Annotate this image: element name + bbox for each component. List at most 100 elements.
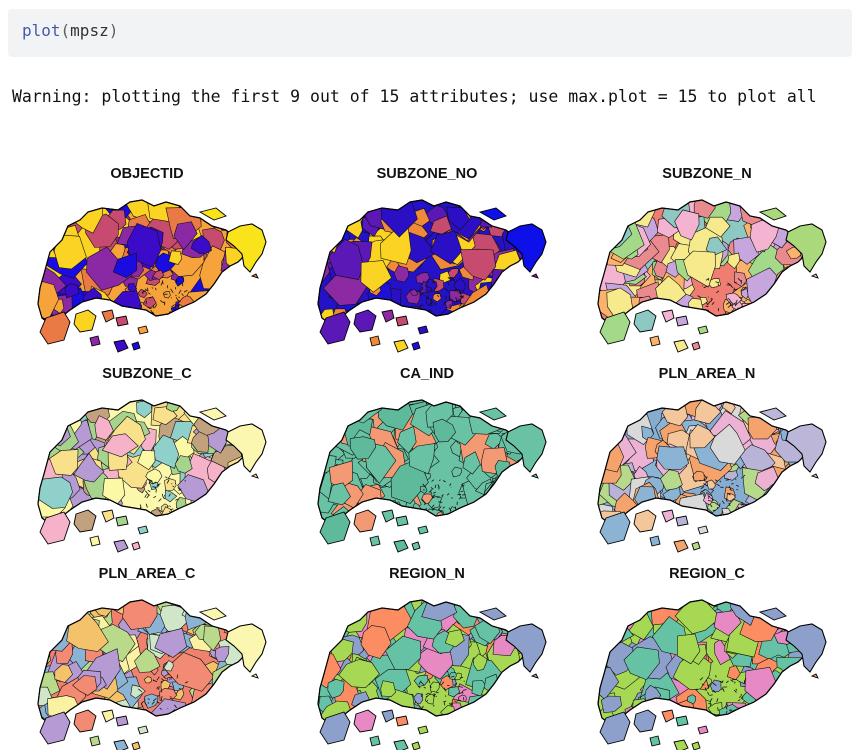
boundary-line	[421, 498, 426, 504]
subzone-cell	[630, 400, 642, 412]
map-shapes	[597, 399, 827, 553]
boundary-line	[729, 301, 732, 306]
map-panel-title: REGION_N	[389, 566, 465, 582]
islet-shape	[697, 725, 709, 735]
boundary-line	[147, 490, 151, 492]
boundary-line	[430, 487, 434, 490]
subzone-cell	[40, 200, 67, 220]
subzone-cell	[748, 601, 764, 618]
subzone-cell	[232, 303, 246, 324]
islet-shape	[137, 725, 149, 735]
subzone-cell	[49, 449, 79, 476]
boundary-line	[425, 290, 428, 293]
boundary-line	[138, 688, 143, 693]
boundary-line	[721, 510, 724, 514]
subzone-cell	[214, 286, 231, 303]
subzone-cell	[225, 269, 242, 285]
islet-shape	[250, 473, 259, 479]
boundary-line	[432, 694, 435, 697]
subzone-cell	[397, 425, 417, 454]
islet-shape	[395, 515, 409, 527]
islet-shape	[411, 541, 421, 551]
islet-shape	[393, 539, 409, 553]
subzone-cell	[208, 284, 246, 324]
subzone-cell	[598, 604, 625, 633]
boundary-line	[181, 293, 184, 297]
islet-shape	[101, 309, 115, 323]
boundary-line	[454, 700, 457, 703]
islet-shape	[353, 509, 377, 533]
boundary-line	[161, 280, 164, 285]
boundary-line	[740, 296, 744, 299]
boundary-line	[447, 282, 450, 286]
boundary-line	[443, 301, 446, 305]
boundary-line	[717, 707, 719, 712]
boundary-line	[170, 288, 174, 294]
mainland-outline	[317, 199, 527, 325]
subzone-cell	[599, 622, 622, 640]
boundary-line	[161, 678, 165, 681]
islet-shape	[39, 711, 71, 745]
subzone-cell	[336, 600, 355, 622]
boundary-line	[172, 485, 175, 488]
subzone-cell	[360, 625, 392, 659]
boundary-line	[153, 697, 157, 702]
boundary-line	[460, 295, 465, 299]
islet-shape	[530, 473, 539, 479]
subzone-cell	[338, 400, 354, 414]
subzone-cell	[318, 600, 342, 620]
east-region-shape	[785, 423, 827, 473]
boundary-line	[421, 693, 423, 697]
islet-shape	[810, 473, 819, 479]
boundary-line	[437, 484, 440, 488]
boundary-line	[169, 697, 174, 700]
subzone-cell	[490, 473, 520, 502]
map-panel-title: SUBZONE_N	[662, 166, 751, 182]
mainland-outline	[597, 399, 807, 525]
map-panel-title: SUBZONE_NO	[377, 166, 478, 182]
subzone-cell	[472, 653, 488, 671]
boundary-line	[431, 504, 435, 509]
boundary-line	[147, 306, 152, 310]
boundary-line	[156, 695, 160, 697]
boundary-line	[437, 506, 442, 511]
boundary-line	[442, 506, 445, 509]
boundary-line	[440, 681, 445, 686]
boundary-line	[168, 679, 170, 681]
subzone-cell	[173, 710, 191, 724]
boundary-line	[721, 500, 725, 505]
boundary-line	[163, 676, 167, 680]
subzone-cell	[41, 200, 68, 226]
subzone-cell	[318, 600, 338, 631]
islet-shape	[478, 607, 507, 621]
boundary-line	[419, 292, 425, 297]
islet-shape	[319, 311, 351, 345]
subzone-cell	[54, 664, 73, 683]
subzone-cell	[598, 220, 617, 245]
boundary-line	[446, 493, 450, 496]
boundary-line	[728, 503, 731, 507]
boundary-line	[169, 505, 171, 508]
boundary-line	[175, 297, 179, 302]
boundary-line	[733, 689, 737, 693]
subzone-cell	[191, 431, 210, 453]
boundary-line	[431, 494, 434, 499]
map-panel: SUBZONE_C	[37, 366, 267, 553]
islet-shape	[113, 739, 129, 750]
boundary-line	[707, 493, 709, 498]
subzone-cell	[794, 403, 806, 418]
boundary-line	[715, 281, 720, 284]
subzone-cell	[38, 200, 63, 228]
boundary-line	[436, 496, 440, 499]
boundary-line	[458, 686, 463, 688]
subzone-cell	[754, 508, 785, 524]
subzone-cell	[38, 200, 67, 233]
subzone-cell	[50, 200, 69, 218]
subzone-cell	[706, 479, 716, 490]
boundary-line	[703, 474, 707, 479]
subzone-cell	[783, 702, 806, 724]
boundary-line	[710, 504, 713, 508]
boundary-line	[431, 479, 435, 482]
boundary-line	[449, 483, 452, 487]
subzone-cell	[602, 409, 623, 432]
